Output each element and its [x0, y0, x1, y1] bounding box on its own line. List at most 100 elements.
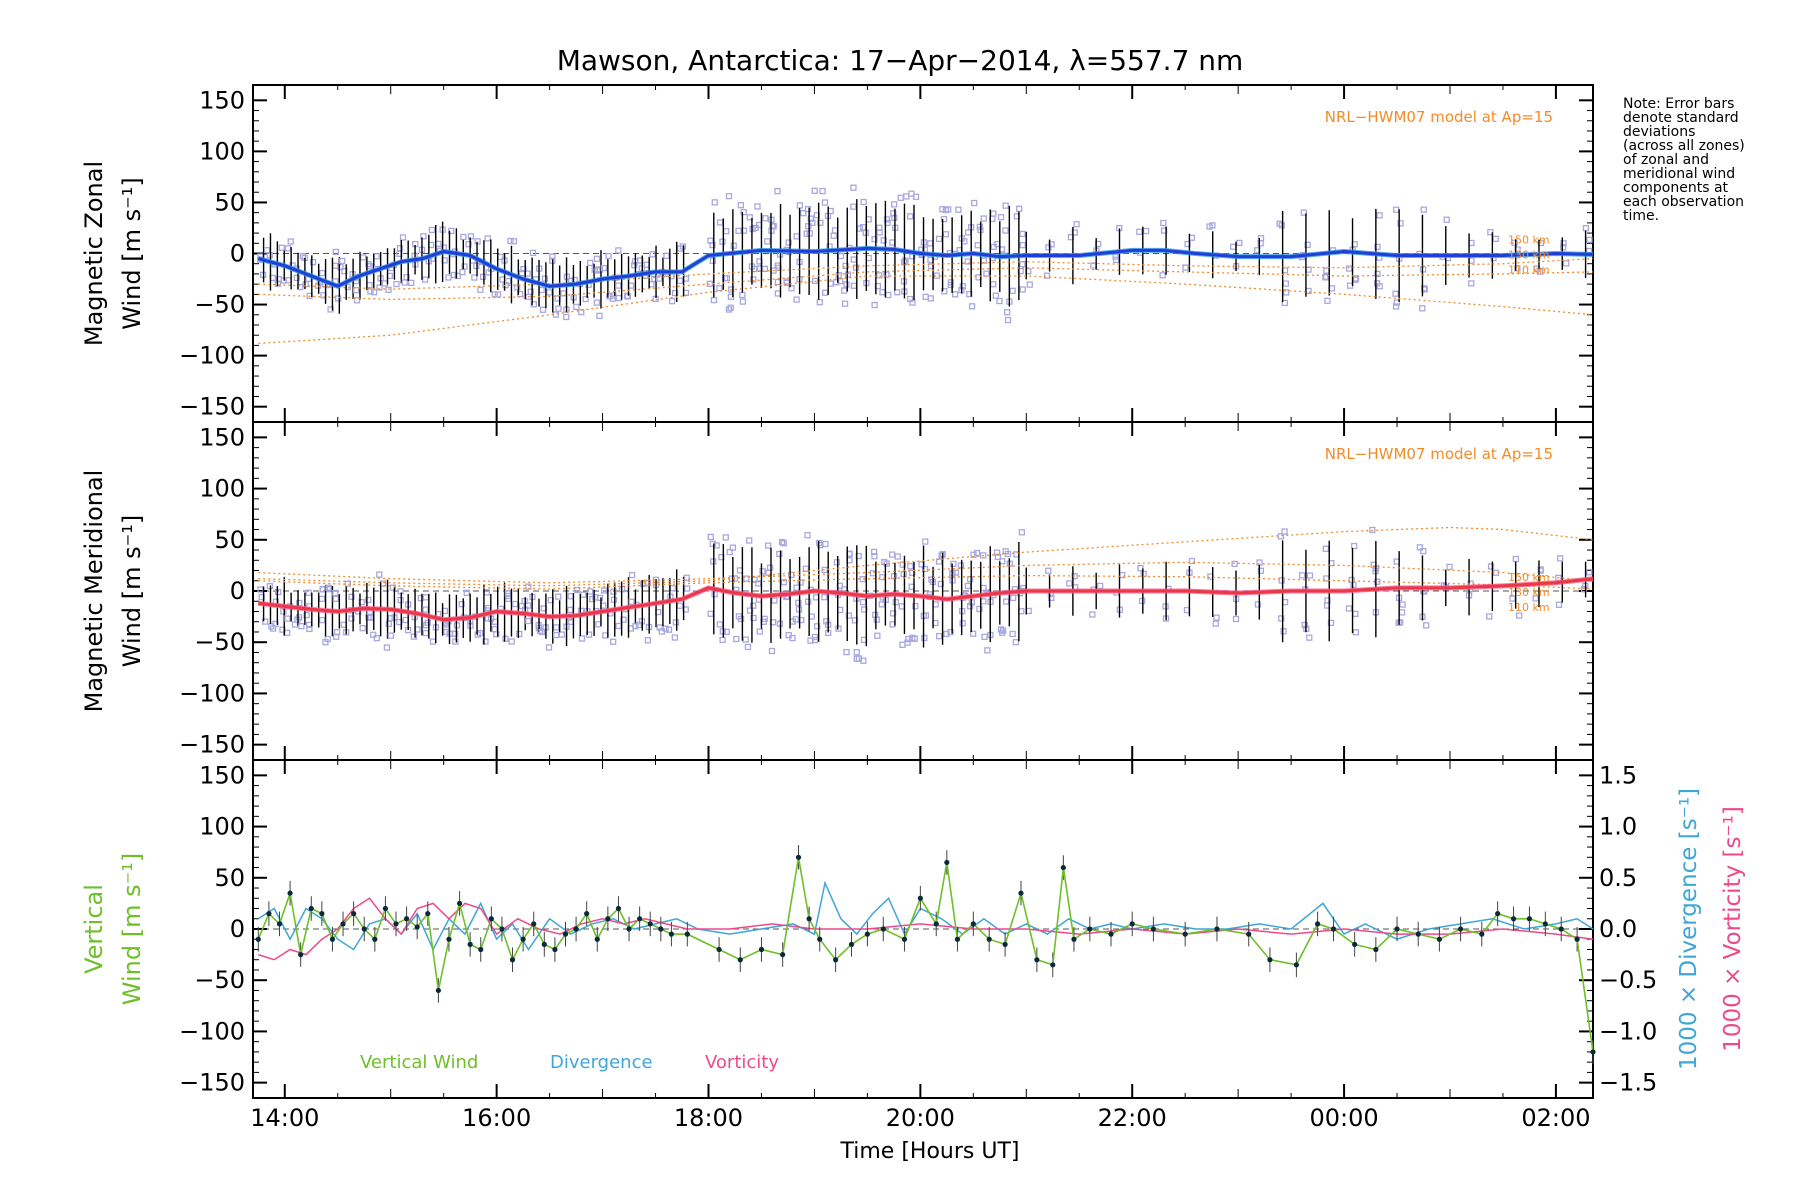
zone-point — [1393, 206, 1400, 213]
vertical-wind-point — [298, 952, 304, 958]
zone-point — [514, 284, 521, 291]
zone-point — [1138, 597, 1146, 605]
zone-point — [1159, 272, 1166, 279]
zone-point — [1140, 570, 1147, 578]
vertical-wind-point — [1330, 926, 1337, 932]
zone-point — [792, 616, 800, 623]
x-tick-label: 18:00 — [674, 1104, 743, 1132]
zone-point — [1369, 526, 1376, 534]
zone-point — [771, 597, 778, 604]
zone-point — [587, 588, 594, 595]
zone-point — [821, 594, 828, 601]
zone-point — [729, 544, 737, 551]
zone-point — [615, 282, 622, 289]
note-line: of zonal and — [1623, 152, 1709, 168]
zone-point — [451, 630, 459, 637]
vertical-wind-point — [605, 916, 611, 922]
y-tick-label: −150 — [179, 1069, 245, 1097]
vertical-wind-point — [382, 905, 389, 912]
vertical-wind-point — [520, 936, 526, 942]
zone-point — [899, 641, 906, 649]
zone-point — [959, 283, 966, 290]
zone-point — [746, 214, 753, 221]
zone-point — [809, 219, 816, 226]
zone-point — [417, 594, 425, 602]
zone-point — [764, 238, 771, 245]
zone-point — [373, 634, 380, 642]
vertical-wind-point — [1034, 957, 1040, 963]
zone-point — [943, 630, 950, 638]
zone-point — [376, 284, 383, 291]
zone-point — [459, 269, 466, 276]
zone-point — [422, 594, 430, 601]
zone-point — [852, 264, 860, 271]
zone-point — [940, 215, 948, 223]
y-tick-label: 150 — [199, 423, 245, 451]
y-tick-label: −100 — [179, 679, 245, 707]
zone-point — [756, 265, 764, 272]
vertical-wind-point — [1352, 941, 1358, 947]
zone-point — [1002, 227, 1009, 234]
zone-point — [1300, 209, 1307, 216]
zone-point — [263, 247, 271, 254]
zone-point — [938, 552, 945, 559]
zone-point — [477, 286, 484, 293]
zone-point — [319, 616, 326, 624]
zone-point — [479, 273, 487, 281]
zone-point — [541, 275, 549, 282]
zone-point — [1160, 219, 1167, 227]
zone-point — [950, 560, 957, 568]
zone-point — [296, 599, 303, 607]
zone-point — [609, 295, 616, 302]
y-tick-label: 50 — [214, 188, 245, 216]
zone-point — [1278, 222, 1286, 229]
zone-point — [332, 248, 340, 256]
zone-point — [922, 538, 929, 545]
zone-point — [710, 296, 718, 304]
x-axis: Time [Hours UT] 14:00 16:00 18:00 20:00 22:0… — [250, 1104, 1590, 1164]
vorticity-line — [258, 897, 1594, 961]
y-tick-label: 0 — [230, 240, 245, 268]
y-tick-label: 150 — [199, 761, 245, 789]
note-line: components at — [1623, 180, 1729, 196]
zone-point — [860, 657, 867, 664]
vertical-wind-point — [573, 926, 579, 932]
zone-point — [373, 253, 380, 260]
vertical-wind-point — [329, 936, 336, 942]
zone-point — [737, 202, 744, 209]
zone-point — [376, 571, 383, 578]
zone-point — [827, 207, 834, 215]
zone-point — [420, 233, 427, 240]
zone-point — [262, 618, 269, 625]
vertical-wind-point — [970, 921, 976, 927]
zone-point — [1019, 286, 1026, 293]
zone-point — [1231, 560, 1238, 568]
zone-point — [615, 622, 622, 630]
zone-point — [381, 280, 388, 287]
zone-point — [1423, 622, 1430, 629]
zone-point — [807, 215, 814, 222]
vertical-wind-point — [864, 931, 870, 937]
zone-point — [876, 272, 883, 279]
zone-point — [461, 263, 468, 270]
zone-point — [558, 631, 566, 638]
y2-tick-label: 0.5 — [1599, 864, 1637, 892]
vertical-wind-point — [1182, 931, 1188, 937]
zone-point — [921, 565, 929, 573]
vertical-wind-point — [340, 921, 346, 927]
zone-point — [337, 264, 344, 271]
zone-point — [894, 553, 901, 560]
zone-point — [1280, 628, 1287, 635]
zone-point — [1230, 243, 1237, 250]
zone-point — [921, 634, 928, 642]
zone-point — [1071, 573, 1078, 580]
zone-point — [1019, 230, 1026, 238]
zone-point — [941, 288, 948, 295]
legend-item: Vorticity — [705, 1052, 779, 1073]
zone-point — [684, 585, 691, 592]
zone-point — [324, 635, 331, 643]
zone-point — [800, 210, 807, 217]
zone-point — [563, 313, 570, 321]
zone-point — [508, 638, 515, 645]
vertical-wind-point — [833, 957, 839, 963]
